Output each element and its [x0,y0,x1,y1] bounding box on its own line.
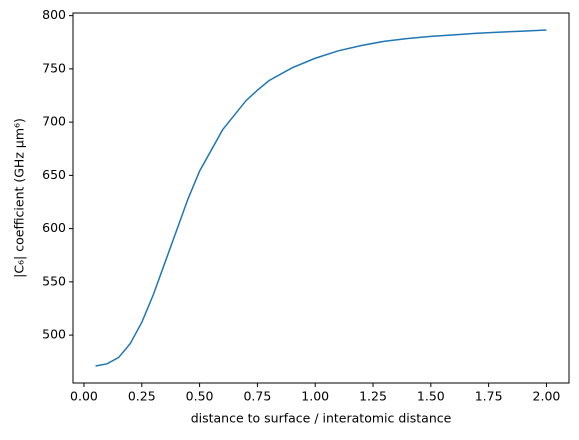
y-tick-label: 700 [42,114,66,129]
x-tick-label: 0.25 [128,389,156,404]
y-tick-label: 550 [42,273,66,288]
x-tick-label: 2.00 [533,389,561,404]
y-tick-label: 750 [42,60,66,75]
y-tick-label: 500 [42,327,66,342]
x-axis-label: distance to surface / interatomic distan… [191,411,452,426]
plot-frame [72,12,570,384]
y-tick-label: 600 [42,220,66,235]
x-tick-label: 1.00 [301,389,329,404]
y-axis-label: |C₆| coefficient (GHz μm⁶) [12,118,27,278]
x-tick-label: 0.50 [186,389,214,404]
x-tick-label: 0.75 [243,389,271,404]
y-tick-label: 650 [42,167,66,182]
line-series [95,29,547,367]
x-tick-label: 1.50 [417,389,445,404]
x-tick-label: 1.25 [359,389,387,404]
x-tick-label: 0.00 [70,389,98,404]
y-tick-label: 800 [42,7,66,22]
x-tick-label: 1.75 [475,389,503,404]
